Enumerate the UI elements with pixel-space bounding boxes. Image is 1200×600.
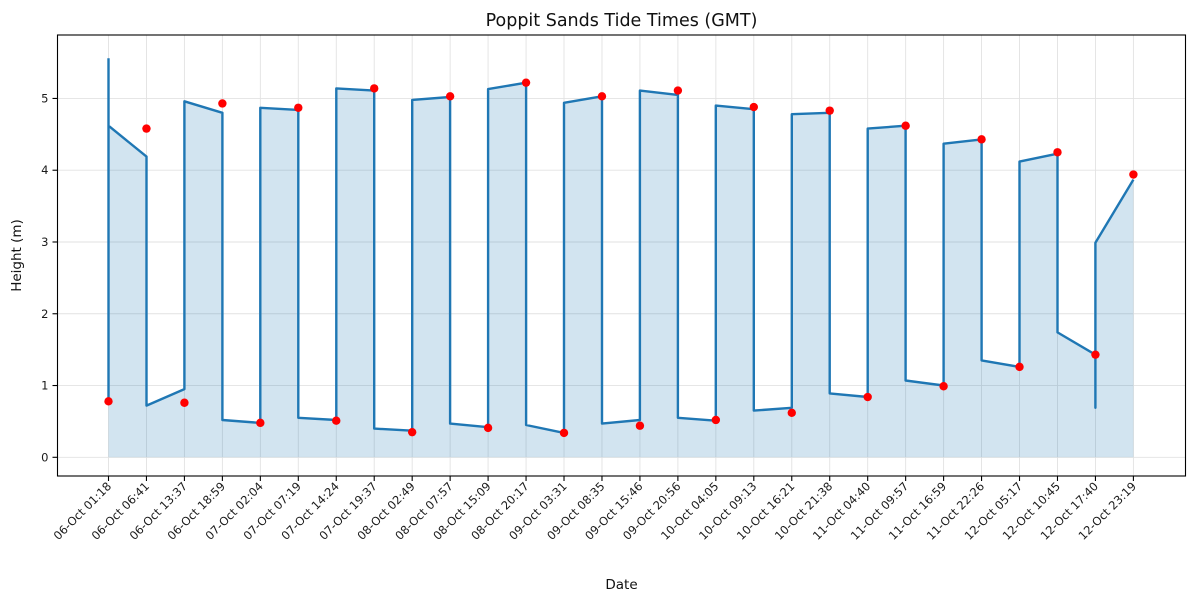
tide-point — [787, 408, 796, 418]
tide-point — [977, 135, 986, 144]
tide-point — [1053, 148, 1062, 157]
y-axis-label: Height (m) — [9, 219, 25, 292]
tide-point — [673, 86, 683, 95]
tide-point — [370, 84, 379, 93]
tide-point — [180, 398, 189, 407]
tide-point — [256, 418, 265, 428]
tide-point — [294, 103, 303, 112]
tide-point — [597, 92, 607, 101]
tide-point — [711, 415, 721, 425]
chart-title: Poppit Sands Tide Times (GMT) — [486, 11, 758, 31]
tide-point — [521, 78, 531, 87]
y-tick-label: 0 — [41, 450, 48, 464]
tide-point — [483, 423, 493, 433]
y-tick-label: 1 — [41, 379, 48, 393]
tide-point — [635, 421, 645, 430]
y-tick-label: 5 — [41, 91, 48, 105]
tide-line — [107, 58, 1135, 435]
tide-point — [332, 416, 341, 425]
tide-point — [1129, 170, 1138, 179]
tide-point — [407, 427, 417, 437]
y-tick-label: 2 — [41, 307, 48, 321]
tide-point — [1091, 350, 1100, 359]
tide-point — [1015, 362, 1024, 372]
tide-point — [825, 106, 834, 115]
plot-border — [56, 34, 1187, 477]
tide-point — [863, 392, 872, 402]
y-tick-label: 3 — [41, 235, 48, 249]
tide-area-fill — [108, 58, 1134, 458]
tide-point — [142, 124, 151, 133]
tide-point — [218, 99, 227, 108]
tide-point — [559, 428, 569, 438]
tide-point — [749, 102, 759, 112]
y-tick-label: 4 — [41, 163, 48, 177]
tide-point — [939, 382, 948, 391]
tide-point — [445, 92, 455, 101]
tide-point — [901, 121, 910, 130]
tide-point — [104, 397, 113, 406]
x-axis-label: Date — [605, 577, 637, 593]
